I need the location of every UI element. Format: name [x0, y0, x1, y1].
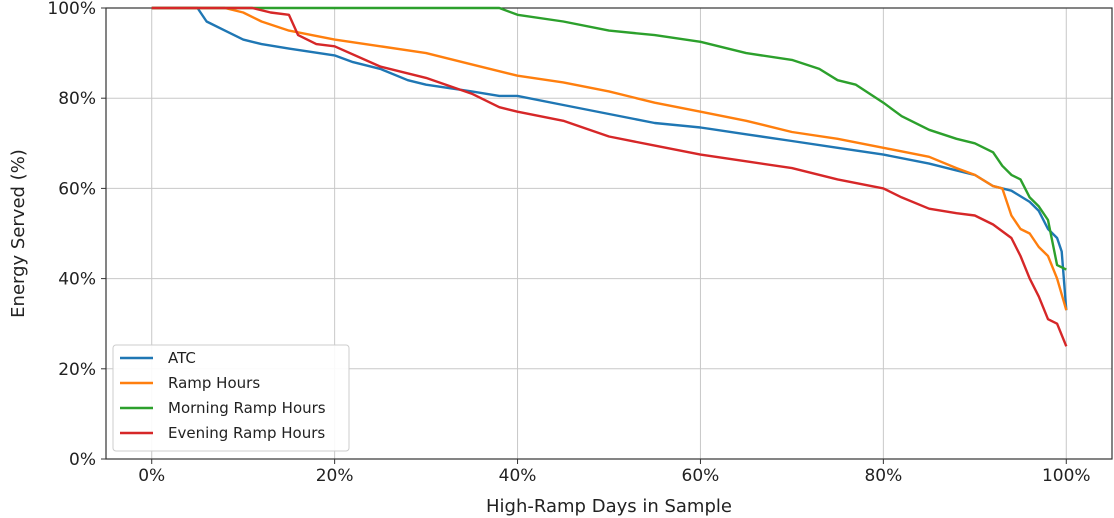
y-tick-label: 40% — [58, 270, 96, 290]
plot-area-frame — [105, 7, 1113, 460]
legend-entry-label: Morning Ramp Hours — [168, 399, 326, 417]
x-tick-label: 0% — [138, 466, 165, 486]
legend-entry-label: ATC — [168, 349, 196, 367]
series-lines — [151, 6, 1068, 347]
legend-box — [112, 344, 350, 452]
x-tick-label: 20% — [316, 466, 354, 486]
series-line-atc — [151, 6, 1068, 311]
y-tick-label: 20% — [58, 360, 96, 380]
legend-entry-label: Ramp Hours — [168, 374, 260, 392]
legend: ATC Ramp Hours Morning Ramp Hours Evening R… — [112, 344, 350, 452]
y-axis-ticks: 0% 20% 40% 60% 80% 100% — [47, 0, 106, 470]
x-tick-label: 100% — [1042, 466, 1091, 486]
x-axis-ticks: 0% 20% 40% 60% 80% 100% — [138, 459, 1091, 486]
series-line-ramp-hours — [151, 6, 1068, 311]
series-line-evening-ramp-hours — [151, 6, 1068, 347]
x-axis-label: High-Ramp Days in Sample — [486, 496, 732, 517]
x-tick-label: 40% — [499, 466, 537, 486]
y-tick-label: 0% — [69, 450, 96, 470]
y-tick-label: 60% — [58, 179, 96, 199]
x-tick-label: 80% — [864, 466, 902, 486]
x-tick-label: 60% — [682, 466, 720, 486]
y-axis-label: Energy Served (%) — [8, 149, 29, 318]
series-line-morning-ramp-hours — [151, 6, 1067, 271]
y-tick-label: 100% — [47, 0, 96, 19]
y-tick-label: 80% — [58, 89, 96, 109]
legend-entry-label: Evening Ramp Hours — [168, 424, 325, 442]
